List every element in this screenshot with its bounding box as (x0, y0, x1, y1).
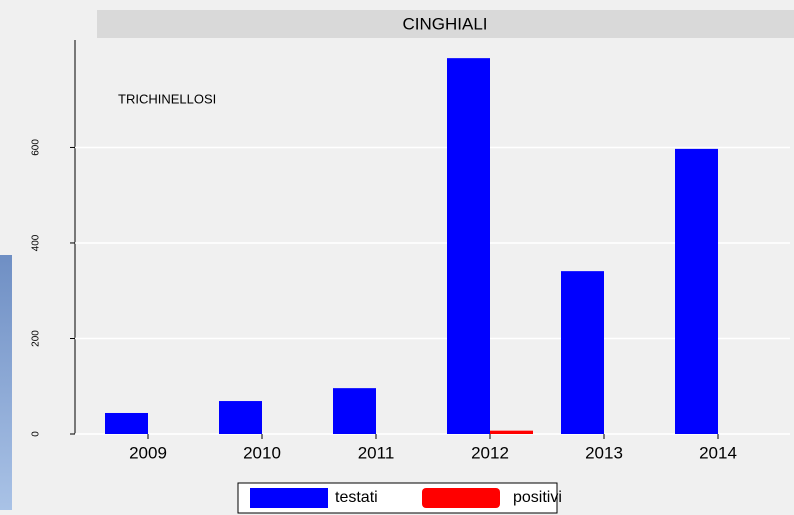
x-tick-label: 2011 (358, 443, 395, 462)
x-tick-label: 2013 (585, 443, 623, 462)
legend-swatch (422, 488, 500, 508)
bar (105, 412, 148, 434)
x-tick-label: 2012 (471, 443, 509, 462)
title-band (97, 10, 794, 38)
y-tick-label: 600 (31, 139, 42, 156)
x-tick-label: 2010 (243, 443, 281, 462)
y-tick-label: 200 (31, 330, 42, 347)
legend-label: positivi (513, 489, 562, 506)
annotation: TRICHINELLOSI (118, 91, 216, 106)
bar (333, 388, 376, 434)
chart-title: CINGHIALI (402, 14, 487, 33)
background-strip (0, 255, 12, 510)
bar (675, 148, 718, 434)
bar (490, 430, 533, 434)
x-tick-label: 2014 (699, 443, 737, 462)
bar (219, 401, 262, 434)
legend-label: testati (335, 489, 378, 506)
bar (447, 58, 490, 434)
x-tick-label: 2009 (129, 443, 167, 462)
bar (561, 271, 604, 434)
y-tick-label: 400 (31, 234, 42, 251)
legend-swatch (250, 488, 328, 508)
y-tick-label: 0 (31, 431, 42, 437)
